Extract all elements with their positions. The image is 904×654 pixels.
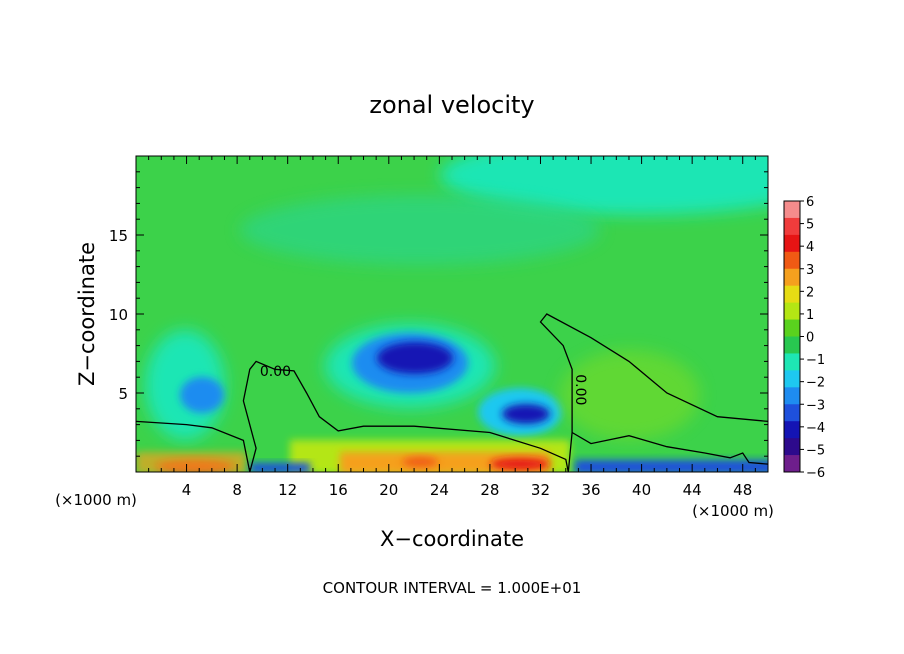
y-tick-label: 10 bbox=[109, 306, 128, 324]
surface-negative-band bbox=[575, 460, 768, 472]
surface-left-band bbox=[136, 452, 246, 472]
y-tick-label: 5 bbox=[118, 385, 128, 403]
surface-red-mid bbox=[490, 458, 550, 470]
colorbar-label: 6 bbox=[806, 195, 814, 210]
colorbar-swatch bbox=[784, 336, 800, 354]
x-tick-label: 24 bbox=[430, 481, 449, 499]
colorbar-swatch bbox=[784, 421, 800, 439]
x-tick-label: 32 bbox=[531, 481, 550, 499]
contour-line bbox=[539, 313, 768, 472]
x-tick-label: 28 bbox=[480, 481, 499, 499]
colorbar-swatch bbox=[784, 302, 800, 321]
left-vortex-region bbox=[180, 377, 224, 413]
y-axis: 5 10 15 bbox=[109, 171, 768, 457]
colorbar-swatch bbox=[784, 268, 800, 287]
colorbar-swatch bbox=[784, 455, 800, 473]
colorbar-label: 0 bbox=[806, 331, 814, 346]
lower-jet-core-region bbox=[502, 404, 550, 424]
contour-interval-footer: CONTOUR INTERVAL = 1.000E+01 bbox=[323, 579, 582, 597]
y-axis-label: Z−coordinate bbox=[75, 242, 99, 386]
x-axis: 4 8 12 16 20 24 28 32 36 40 44 48 bbox=[148, 156, 756, 499]
colorbar-label: −5 bbox=[806, 443, 825, 458]
y-tick-label: 15 bbox=[109, 227, 128, 245]
colorbar-swatch bbox=[784, 353, 800, 371]
upper-band-region bbox=[240, 195, 600, 265]
x-tick-label: 20 bbox=[379, 481, 398, 499]
colorbar-label: 5 bbox=[806, 218, 814, 233]
jet-core-region bbox=[377, 342, 453, 374]
x-tick-label: 44 bbox=[683, 481, 702, 499]
surface-negative-band-2 bbox=[250, 463, 310, 472]
colorbar-swatch bbox=[784, 285, 800, 304]
colorbar-swatch bbox=[784, 217, 800, 236]
colorbar-swatch bbox=[784, 234, 800, 253]
colorbar-label: 2 bbox=[806, 285, 814, 300]
colorbar-label: −1 bbox=[806, 353, 825, 368]
colorbar-label: −6 bbox=[806, 466, 825, 481]
x-unit-left: (×1000 m) bbox=[55, 491, 137, 509]
colorbar: 6 5 4 3 2 1 0 −1 −2 −3 −4 −5 −6 bbox=[783, 195, 825, 481]
x-tick-label: 4 bbox=[182, 481, 192, 499]
colorbar-swatch bbox=[784, 319, 800, 337]
colorbar-label: 3 bbox=[806, 263, 814, 278]
x-tick-label: 40 bbox=[632, 481, 651, 499]
contour-label: 0.00 bbox=[260, 364, 291, 380]
x-tick-label: 36 bbox=[581, 481, 600, 499]
contour-lines: 0.00 0.00 bbox=[136, 313, 768, 472]
colorbar-swatch bbox=[784, 404, 800, 422]
contour-line bbox=[242, 360, 569, 472]
colorbar-swatch bbox=[784, 370, 800, 388]
contour-line bbox=[136, 420, 251, 472]
contour-line bbox=[571, 431, 768, 465]
colorbar-label: −2 bbox=[806, 376, 825, 391]
x-tick-label: 12 bbox=[278, 481, 297, 499]
colorbar-label: 4 bbox=[806, 240, 814, 255]
colorbar-label: −3 bbox=[806, 398, 825, 413]
colorbar-label: 1 bbox=[806, 308, 814, 323]
surface-red-mid2 bbox=[402, 457, 438, 467]
contour-label: 0.00 bbox=[572, 374, 588, 405]
colorbar-label: −4 bbox=[806, 421, 825, 436]
velocity-field: 0.00 0.00 bbox=[136, 156, 768, 472]
chart-title: zonal velocity bbox=[369, 91, 534, 119]
upper-right-negative-region bbox=[440, 156, 768, 215]
x-axis-label: X−coordinate bbox=[380, 527, 524, 551]
x-unit-right: (×1000 m) bbox=[692, 502, 774, 520]
colorbar-swatch bbox=[784, 387, 800, 405]
x-tick-label: 8 bbox=[232, 481, 242, 499]
colorbar-swatch bbox=[784, 201, 800, 219]
right-positive-region bbox=[560, 350, 700, 440]
x-tick-label: 16 bbox=[329, 481, 348, 499]
x-tick-label: 48 bbox=[733, 481, 752, 499]
colorbar-swatch bbox=[784, 251, 800, 270]
colorbar-swatch bbox=[784, 438, 800, 456]
